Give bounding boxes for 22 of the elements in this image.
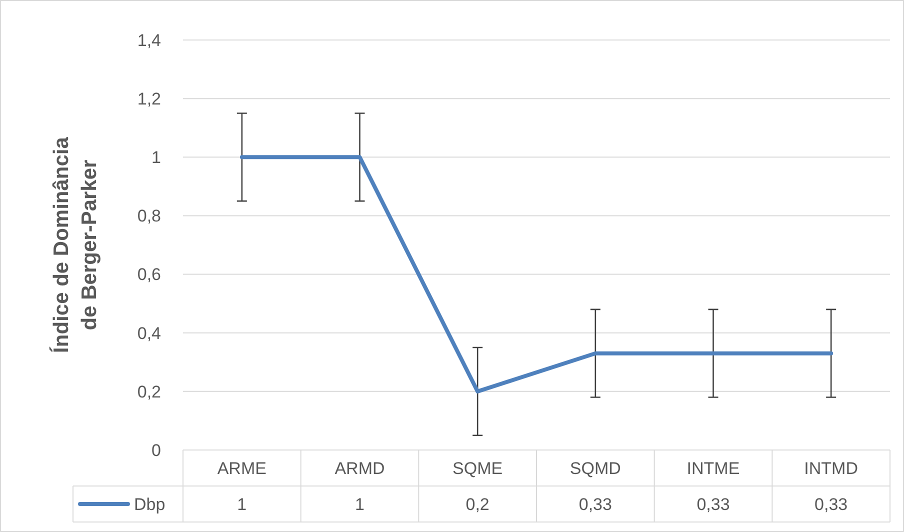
legend-label: Dbp <box>134 494 166 514</box>
data-label: 0,33 <box>814 494 848 514</box>
y-tick-label: 0 <box>152 440 161 460</box>
y-tick-label: 0,2 <box>137 382 161 402</box>
y-tick-label: 0,4 <box>137 324 161 343</box>
y-tick-label: 1 <box>152 148 161 168</box>
x-tick-label: SQMD <box>570 458 621 478</box>
x-tick-label: INTME <box>686 458 740 478</box>
data-label: 1 <box>237 494 247 514</box>
y-axis-title: Índice de Dominância de Berger-Parker <box>49 136 101 353</box>
x-tick-label: INTMD <box>804 458 858 478</box>
x-tick-label: ARMD <box>334 458 385 478</box>
data-label: 0,33 <box>578 494 612 514</box>
data-label: 0,33 <box>696 494 730 514</box>
data-label: 0,2 <box>466 494 490 514</box>
y-tick-label: 0,6 <box>137 265 161 284</box>
y-tick-label: 0,8 <box>137 206 161 226</box>
data-label: 1 <box>355 494 364 514</box>
y-tick-label: 1,4 <box>137 30 161 50</box>
x-tick-label: SQME <box>452 458 503 478</box>
y-tick-label: 1,2 <box>137 90 161 109</box>
x-tick-label: ARME <box>217 458 266 478</box>
